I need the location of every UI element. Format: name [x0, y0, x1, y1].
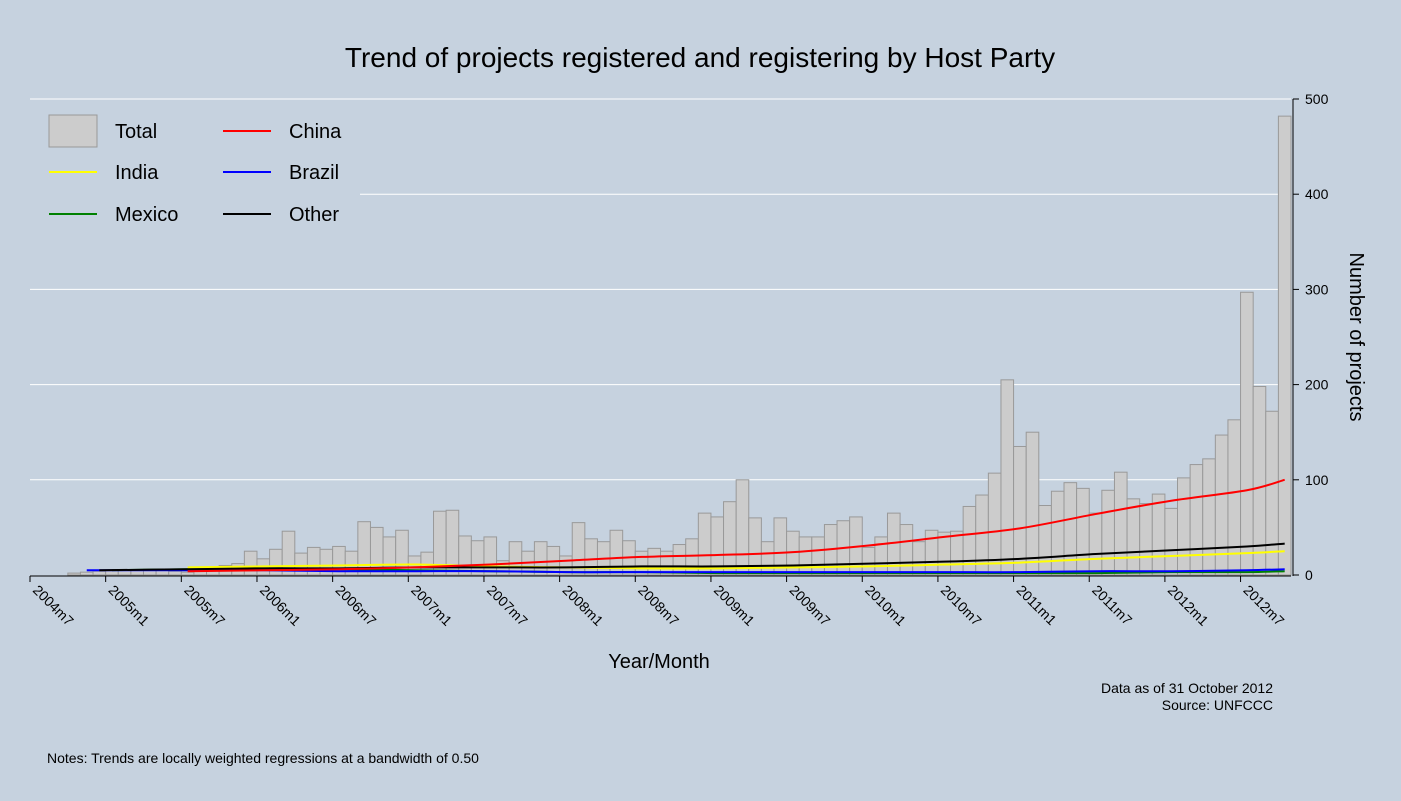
- bar: [1013, 445, 1027, 576]
- data-date-note: Data as of 31 October 2012: [1101, 680, 1273, 696]
- notes-text: Notes: Trends are locally weighted regre…: [47, 750, 479, 766]
- x-axis-title: Year/Month: [608, 651, 710, 673]
- bar: [1101, 489, 1115, 576]
- legend-label-brazil: Brazil: [289, 162, 339, 184]
- bar: [180, 571, 195, 576]
- trend-line-india: [187, 550, 1285, 570]
- bar: [458, 535, 472, 576]
- x-tick-label: 2004m7: [30, 582, 77, 629]
- bar: [811, 536, 825, 576]
- x-tick-label: 2006m7: [333, 582, 380, 629]
- bar: [950, 530, 964, 576]
- bar: [508, 541, 523, 576]
- bar: [584, 538, 598, 576]
- bar: [798, 536, 813, 576]
- legend-swatch-total: [48, 114, 98, 148]
- bar: [1151, 493, 1166, 576]
- bar: [533, 541, 548, 576]
- trend-lines: [86, 478, 1285, 575]
- x-tick-label: 2005m7: [181, 582, 228, 629]
- x-tick-label: 2011m7: [1089, 582, 1136, 629]
- y-tick-label: 500: [1305, 91, 1329, 107]
- bar: [1265, 410, 1279, 576]
- bar: [1113, 471, 1128, 576]
- legend: Total China India Brazil Mexico Other: [29, 104, 360, 234]
- x-tick-label: 2006m1: [257, 582, 304, 629]
- legend-label-other: Other: [289, 204, 339, 226]
- bar: [672, 544, 687, 576]
- bar: [912, 541, 926, 576]
- bar: [1240, 291, 1254, 576]
- y-tick-label: 200: [1305, 377, 1329, 393]
- bar: [1277, 115, 1292, 576]
- y-tick-label: 400: [1305, 186, 1329, 202]
- bar: [1227, 419, 1242, 576]
- bar: [1088, 512, 1103, 576]
- bar: [1177, 477, 1191, 576]
- x-tick-label: 2009m7: [786, 582, 833, 629]
- y-tick-label: 100: [1305, 472, 1329, 488]
- source-note: Source: UNFCCC: [1162, 697, 1273, 713]
- bar: [168, 570, 182, 576]
- bar: [861, 546, 876, 576]
- bar: [735, 479, 750, 576]
- legend-label-china: China: [289, 121, 342, 143]
- x-tick-label: 2012m1: [1165, 582, 1212, 629]
- legend-label-total: Total: [115, 121, 157, 143]
- y-axis-title: Number of projects: [1345, 253, 1367, 422]
- x-tick-label: 2008m1: [559, 582, 606, 629]
- bar: [760, 541, 775, 576]
- trend-line-other: [99, 542, 1285, 572]
- bar: [79, 571, 94, 576]
- legend-label-mexico: Mexico: [115, 204, 178, 226]
- x-tick-label: 2010m7: [938, 582, 985, 629]
- bar: [937, 531, 952, 576]
- bar: [1126, 498, 1141, 576]
- bar: [1164, 507, 1179, 576]
- x-tick-label: 2012m7: [1240, 582, 1287, 629]
- bars: [67, 115, 1292, 576]
- bar: [1139, 503, 1153, 576]
- y-tick-label: 300: [1305, 281, 1329, 297]
- bar: [874, 536, 888, 576]
- x-tick-label: 2007m7: [484, 582, 531, 629]
- legend-label-india: India: [115, 162, 159, 184]
- bar: [899, 524, 914, 576]
- x-tick-label: 2007m1: [408, 582, 455, 629]
- y-tick-label: 0: [1305, 567, 1313, 583]
- bar: [92, 570, 107, 576]
- trend-line-china: [187, 478, 1285, 573]
- bar: [723, 501, 737, 576]
- chart-title: Trend of projects registered and registe…: [345, 42, 1055, 73]
- bar: [685, 538, 699, 576]
- bar: [647, 547, 662, 576]
- x-tick-label: 2011m1: [1013, 582, 1060, 629]
- bar: [1038, 505, 1052, 576]
- bar: [1189, 464, 1204, 576]
- x-tick-label: 2005m1: [106, 582, 153, 629]
- bar: [1025, 431, 1040, 576]
- bar: [1076, 487, 1090, 576]
- bar: [67, 572, 81, 576]
- bar: [470, 540, 485, 576]
- x-tick-label: 2009m1: [711, 582, 758, 629]
- x-tick-label: 2008m7: [635, 582, 682, 629]
- bar: [483, 536, 498, 576]
- bar: [1000, 379, 1015, 576]
- x-tick-label: 2010m1: [862, 582, 909, 629]
- bar: [1050, 490, 1065, 576]
- bar: [1202, 458, 1216, 576]
